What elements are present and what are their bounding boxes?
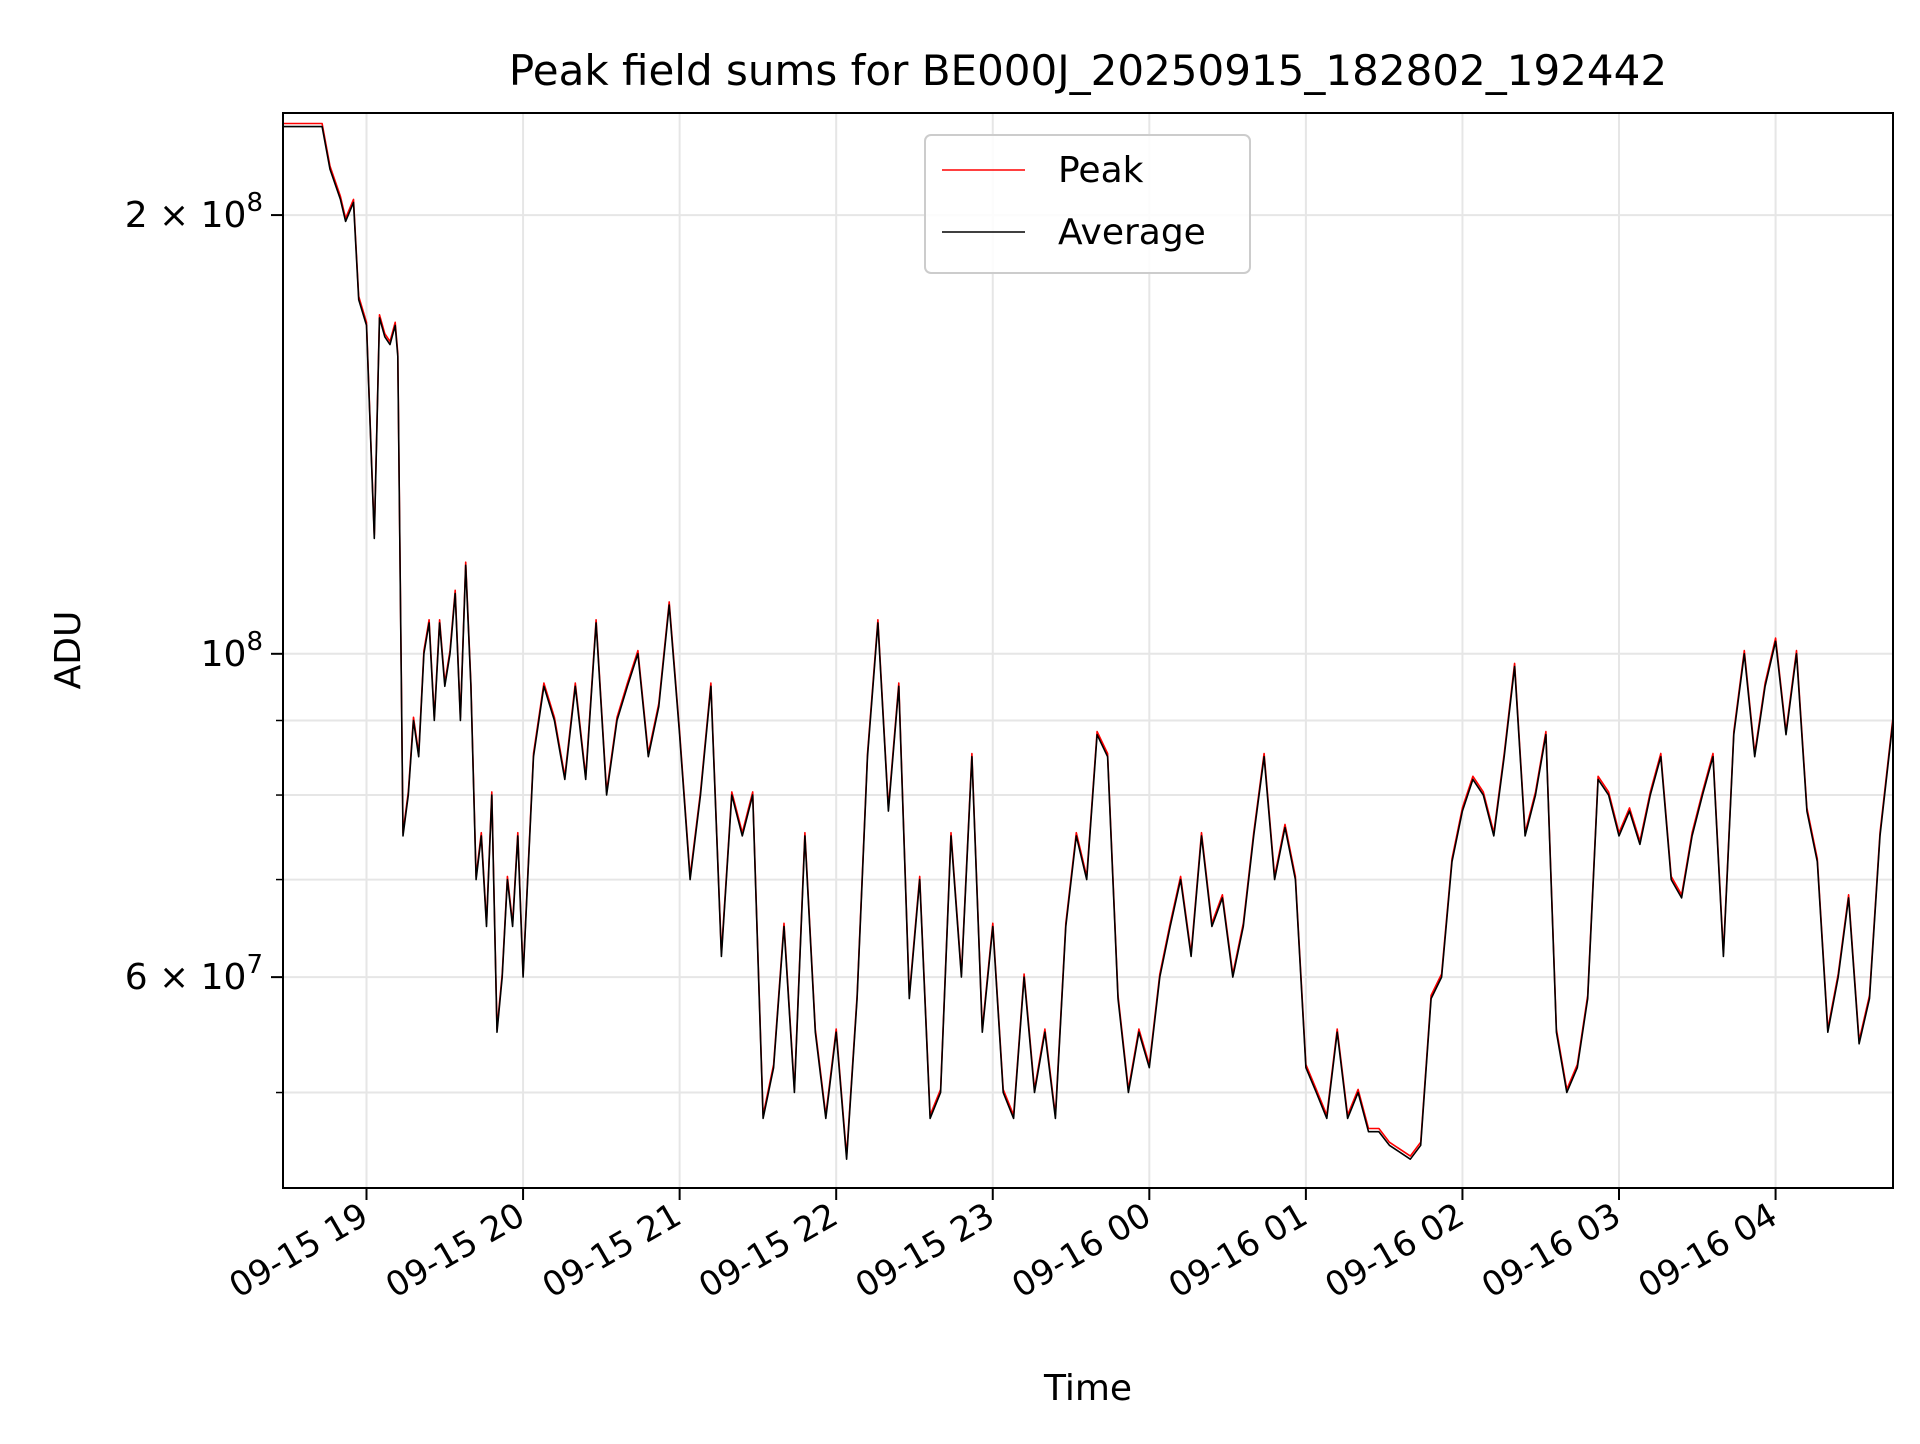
y-axis-ticks: 6 × 107 108 2 × 108	[125, 188, 283, 1094]
y-tick-label: 108	[201, 627, 263, 675]
y-tick-label: 2 × 108	[125, 188, 263, 236]
legend-label-average: Average	[1058, 212, 1206, 253]
series-lines	[283, 122, 1894, 1160]
series-line-average	[283, 125, 1894, 1160]
y-tick-label: 6 × 107	[125, 950, 263, 998]
grid-lines	[283, 113, 1893, 1188]
y-axis-label: ADU	[48, 611, 89, 690]
x-axis-label: Time	[1043, 1368, 1132, 1409]
legend-label-peak: Peak	[1058, 150, 1144, 191]
legend: Peak Average	[924, 134, 1251, 274]
chart-title: Peak field sums for BE000J_20250915_1828…	[509, 46, 1667, 95]
plot-frame	[282, 112, 1894, 1189]
